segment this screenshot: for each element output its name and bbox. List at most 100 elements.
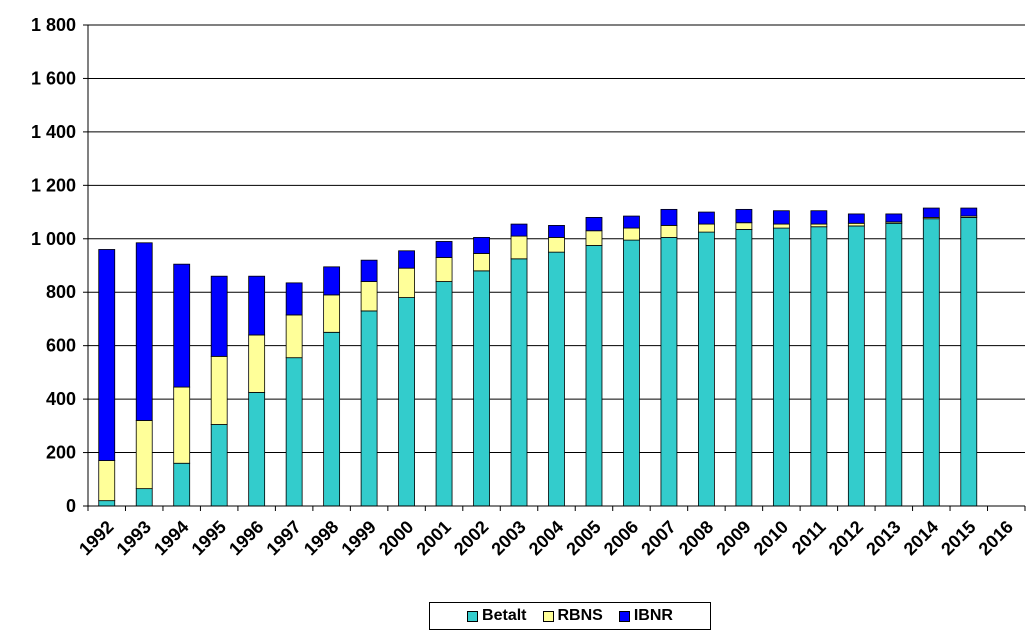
bar-ibnr-2000 — [398, 250, 415, 269]
legend-item-ibnr: IBNR — [618, 607, 673, 625]
legend-swatch-betalt — [467, 610, 479, 622]
bar-betalt-1997 — [285, 357, 303, 507]
y-tick-label: 600 — [46, 336, 76, 356]
x-tick-label: 2014 — [900, 517, 942, 559]
bar-rbns-2007 — [660, 225, 678, 238]
bar-betalt-2012 — [847, 225, 865, 507]
y-tick-label: 800 — [46, 282, 76, 302]
x-tick-label: 1993 — [113, 517, 155, 559]
y-tick-label: 400 — [46, 389, 76, 409]
bar-betalt-2000 — [398, 297, 415, 507]
bar-betalt-2009 — [735, 229, 753, 507]
bar-ibnr-2009 — [735, 208, 753, 224]
x-tick-label: 1999 — [337, 517, 379, 559]
bar-rbns-1996 — [248, 334, 266, 393]
x-tick-label: 1997 — [263, 517, 305, 559]
bar-ibnr-2001 — [435, 241, 453, 258]
bar-rbns-2008 — [698, 223, 715, 233]
legend-label-ibnr: IBNR — [633, 607, 673, 624]
bar-ibnr-1995 — [210, 275, 228, 357]
bar-betalt-1993 — [135, 488, 153, 507]
bar-rbns-1994 — [173, 386, 191, 464]
bar-betalt-1999 — [360, 310, 378, 507]
bar-betalt-2011 — [810, 226, 828, 507]
bar-rbns-2011 — [810, 223, 828, 228]
y-tick-label: 1 400 — [31, 122, 76, 142]
legend-label-rbns: RBNS — [557, 607, 603, 624]
x-tick-label: 2006 — [600, 517, 642, 559]
bar-rbns-1999 — [360, 281, 378, 312]
bar-betalt-1996 — [248, 392, 266, 507]
bar-rbns-1993 — [135, 420, 153, 490]
x-tick-label: 1995 — [188, 517, 230, 559]
bar-ibnr-2015 — [960, 207, 978, 217]
bar-rbns-1997 — [285, 314, 303, 359]
bar-rbns-2005 — [585, 230, 603, 246]
legend-swatch-ibnr — [618, 610, 630, 622]
bar-ibnr-2013 — [885, 213, 903, 223]
bar-betalt-2010 — [772, 227, 790, 507]
x-tick-label: 2002 — [450, 517, 492, 559]
bar-rbns-2003 — [510, 235, 528, 260]
bar-ibnr-2005 — [585, 216, 603, 232]
x-tick-label: 2003 — [487, 517, 529, 559]
bar-ibnr-2004 — [548, 225, 565, 238]
y-tick-label: 0 — [66, 496, 76, 516]
legend-item-betalt: Betalt — [467, 607, 527, 625]
bar-betalt-2013 — [885, 222, 903, 507]
bar-betalt-2007 — [660, 237, 678, 507]
y-tick-label: 1 000 — [31, 229, 76, 249]
bar-betalt-1995 — [210, 424, 228, 507]
bar-betalt-2001 — [435, 281, 453, 507]
bar-ibnr-2011 — [810, 210, 828, 225]
bar-rbns-2002 — [473, 253, 490, 272]
bar-rbns-1998 — [323, 294, 341, 333]
x-tick-label: 2015 — [937, 517, 979, 559]
bar-ibnr-2012 — [847, 213, 865, 224]
x-tick-label: 2009 — [712, 517, 754, 559]
x-tick-label: 2011 — [788, 517, 830, 559]
bar-ibnr-2008 — [698, 211, 715, 225]
x-tick-label: 2010 — [750, 517, 792, 559]
legend-swatch-rbns — [542, 610, 554, 622]
bar-betalt-2002 — [473, 270, 490, 507]
x-tick-label: 2008 — [675, 517, 717, 559]
bar-betalt-2015 — [960, 216, 978, 507]
x-tick-label: 2001 — [412, 517, 454, 559]
bar-ibnr-1993 — [135, 242, 153, 421]
bar-ibnr-1998 — [323, 266, 341, 296]
bar-rbns-2009 — [735, 222, 753, 230]
bar-betalt-1998 — [323, 331, 341, 507]
bar-ibnr-1999 — [360, 259, 378, 282]
x-tick-label: 1994 — [150, 517, 192, 559]
bar-rbns-2001 — [435, 257, 453, 282]
bar-rbns-2006 — [623, 227, 640, 241]
bar-ibnr-1996 — [248, 275, 266, 336]
bar-betalt-1992 — [98, 500, 116, 507]
bar-rbns-1992 — [98, 460, 116, 502]
bar-betalt-1994 — [173, 462, 191, 507]
x-tick-label: 2005 — [562, 517, 604, 559]
bar-ibnr-2014 — [922, 207, 940, 218]
x-tick-label: 1992 — [75, 517, 117, 559]
bar-rbns-1995 — [210, 355, 228, 425]
legend-item-rbns: RBNS — [542, 607, 603, 625]
x-tick-label: 2013 — [862, 517, 904, 559]
x-tick-label: 2016 — [975, 517, 1017, 559]
x-tick-label: 2004 — [525, 517, 567, 559]
y-tick-label: 1 600 — [31, 68, 76, 88]
bar-ibnr-1997 — [285, 282, 303, 316]
bar-rbns-2010 — [772, 223, 790, 229]
bar-ibnr-2007 — [660, 208, 678, 226]
bar-betalt-2006 — [623, 239, 640, 507]
bar-ibnr-1994 — [173, 263, 191, 388]
bar-betalt-2005 — [585, 245, 603, 507]
bar-ibnr-2010 — [772, 210, 790, 225]
bar-layer — [98, 207, 978, 507]
x-tick-label: 1996 — [225, 517, 267, 559]
bar-rbns-2012 — [847, 222, 865, 227]
y-tick-label: 200 — [46, 443, 76, 463]
legend-label-betalt: Betalt — [482, 607, 527, 624]
bar-ibnr-2003 — [510, 223, 528, 237]
